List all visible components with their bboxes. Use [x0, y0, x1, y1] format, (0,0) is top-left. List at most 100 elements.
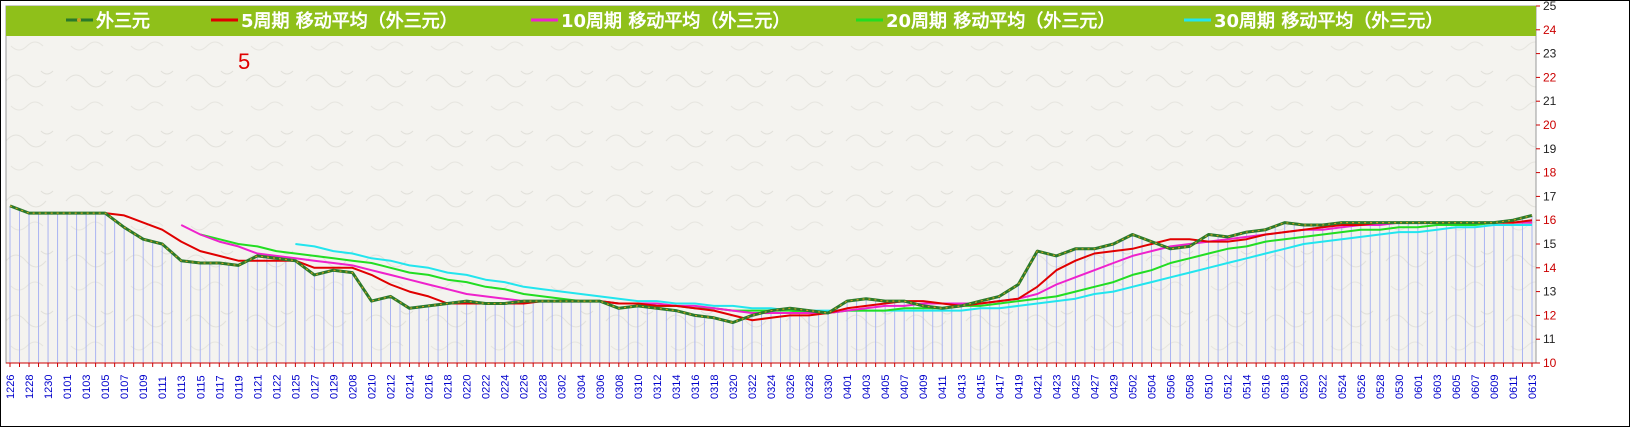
- legend-marker: [77, 18, 81, 22]
- x-tick-label: 0609: [1489, 375, 1501, 399]
- y-tick-label: 19: [1543, 142, 1557, 156]
- x-tick-label: 0601: [1413, 375, 1425, 399]
- x-tick-label: 0419: [1013, 375, 1025, 399]
- y-tick-label: 15: [1543, 237, 1557, 251]
- y-tick-label: 22: [1543, 70, 1557, 84]
- x-tick-label: 0514: [1242, 375, 1254, 399]
- x-tick-label: 0214: [405, 375, 417, 399]
- x-tick-label: 0318: [709, 375, 721, 399]
- chart-annotation: 5: [238, 49, 250, 74]
- x-tick-label: 0220: [462, 375, 474, 399]
- y-tick-label: 23: [1543, 47, 1557, 61]
- x-tick-label: 0502: [1127, 375, 1139, 399]
- x-tick-label: 0111: [157, 376, 169, 399]
- x-tick-label: 0222: [481, 375, 493, 399]
- y-tick-label: 12: [1543, 308, 1557, 322]
- x-tick-label: 0328: [804, 375, 816, 399]
- y-tick-label: 25: [1543, 1, 1557, 13]
- x-tick-label: 0312: [652, 375, 664, 399]
- x-tick-label: 1230: [43, 375, 55, 399]
- x-tick-label: 0216: [424, 375, 436, 399]
- x-tick-label: 0403: [861, 375, 873, 399]
- x-tick-label: 0127: [309, 375, 321, 399]
- y-tick-label: 13: [1543, 285, 1557, 299]
- y-tick-label: 10: [1543, 356, 1557, 370]
- x-tick-label: 0105: [100, 375, 112, 399]
- x-tick-label: 0306: [595, 375, 607, 399]
- x-tick-label: 0310: [633, 375, 645, 399]
- x-tick-label: 0530: [1394, 375, 1406, 399]
- legend-label: 10周期 移动平均（外三元）: [561, 10, 790, 32]
- x-tick-label: 0510: [1204, 375, 1216, 399]
- x-tick-label: 0119: [233, 375, 245, 399]
- x-tick-label: 0129: [328, 375, 340, 399]
- x-tick-label: 0224: [500, 375, 512, 399]
- x-tick-label: 0520: [1299, 375, 1311, 399]
- x-tick-label: 0101: [62, 375, 74, 399]
- x-tick-label: 0425: [1070, 375, 1082, 399]
- y-tick-label: 21: [1543, 94, 1557, 108]
- x-tick-label: 0516: [1261, 375, 1273, 399]
- x-tick-label: 0212: [386, 375, 398, 399]
- x-tick-label: 0522: [1318, 375, 1330, 399]
- series-line-0-dots: [9, 205, 1533, 324]
- x-tick-label: 0115: [195, 375, 207, 399]
- x-tick-label: 0322: [747, 375, 759, 399]
- x-tick-label: 0218: [443, 375, 455, 399]
- x-tick-label: 0113: [176, 375, 188, 399]
- x-tick-label: 0103: [81, 375, 93, 399]
- x-tick-label: 0401: [842, 375, 854, 399]
- x-tick-label: 0607: [1470, 375, 1482, 399]
- x-tick-label: 0518: [1280, 375, 1292, 399]
- y-tick-label: 24: [1543, 23, 1557, 37]
- y-tick-label: 18: [1543, 166, 1557, 180]
- series-lines: [9, 204, 1533, 324]
- x-tick-label: 0330: [823, 375, 835, 399]
- x-tick-label: 0417: [994, 375, 1006, 399]
- x-tick-label: 0122: [271, 375, 283, 399]
- series-line-1: [86, 212, 1533, 322]
- x-tick-label: 0109: [138, 375, 150, 399]
- plot-background: [6, 6, 1536, 363]
- legend: 外三元 5周期 移动平均（外三元） 10周期 移动平均（外三元） 20周期 移动平均（…: [66, 10, 1443, 32]
- x-tick-label: 0407: [899, 375, 911, 399]
- series-line-3: [200, 221, 1532, 314]
- x-tick-label: 0411: [937, 375, 949, 399]
- x-tick-label: 0415: [975, 375, 987, 399]
- x-tick-label: 0429: [1108, 375, 1120, 399]
- x-tick-label: 0208: [347, 375, 359, 399]
- legend-band: [6, 6, 1536, 36]
- x-tick-label: 0228: [538, 375, 550, 399]
- y-tick-label: 16: [1543, 213, 1557, 227]
- x-axis: 1226 1228 1230 0101 0103 0105 0107 0109 0111 0113…: [5, 362, 1539, 399]
- x-tick-label: 0314: [671, 375, 683, 399]
- x-tick-label: 1226: [5, 375, 17, 399]
- y-tick-label: 20: [1543, 118, 1557, 132]
- x-tick-label: 0528: [1375, 375, 1387, 399]
- x-tick-label: 0421: [1032, 375, 1044, 399]
- x-tick-label: 0508: [1185, 375, 1197, 399]
- x-tick-label: 0613: [1527, 375, 1539, 399]
- x-tick-label: 1228: [24, 375, 36, 399]
- x-tick-label: 0121: [252, 375, 264, 399]
- x-tick-label: 0526: [1356, 375, 1368, 399]
- x-tick-label: 0210: [366, 375, 378, 399]
- y-tick-label: 11: [1543, 332, 1556, 346]
- x-tick-label: 0304: [576, 375, 588, 399]
- y-axis: 10 11 12 13 14 15 16 17 18 19 20 21 22 23 24 25: [1536, 1, 1557, 370]
- x-tick-label: 0117: [214, 375, 226, 399]
- x-tick-label: 0308: [614, 375, 626, 399]
- x-tick-label: 0302: [557, 375, 569, 399]
- x-tick-label: 0504: [1147, 375, 1159, 399]
- x-tick-label: 0324: [766, 375, 778, 399]
- x-tick-label: 0125: [290, 375, 302, 399]
- x-tick-label: 0427: [1089, 375, 1101, 399]
- x-tick-label: 0512: [1223, 375, 1235, 399]
- y-tick-label: 17: [1543, 189, 1557, 203]
- x-tick-label: 0405: [880, 375, 892, 399]
- legend-label: 30周期 移动平均（外三元）: [1214, 10, 1443, 32]
- legend-label: 5周期 移动平均（外三元）: [241, 10, 458, 32]
- x-tick-label: 0423: [1051, 375, 1063, 399]
